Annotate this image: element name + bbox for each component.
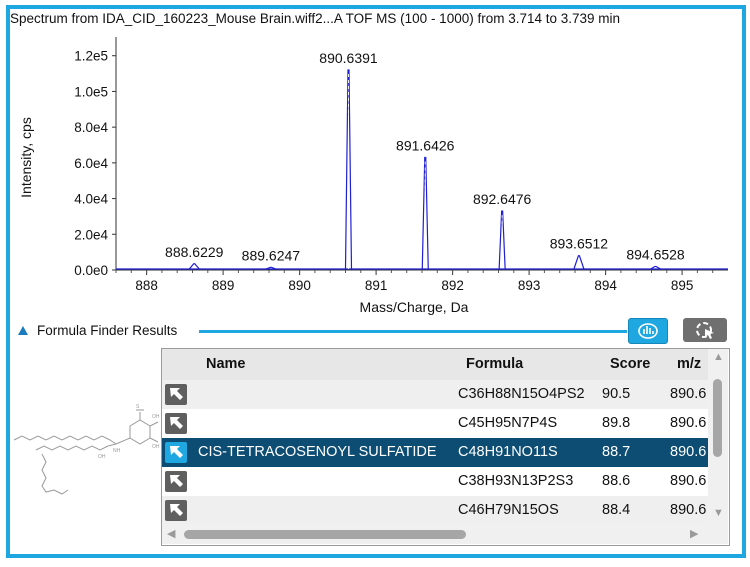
peak-label: 890.6391 [319, 50, 378, 66]
row-link-arrow-icon[interactable] [165, 413, 187, 434]
spectrum-peak [421, 156, 429, 270]
y-tick-label: 2.0e4 [74, 227, 108, 242]
horizontal-scrollbar[interactable]: ◀ ▶ [162, 524, 708, 544]
triangle-collapse-icon [18, 326, 28, 335]
cell-formula: C36H88N15O4PS2 [458, 386, 585, 402]
x-tick-label: 890 [288, 278, 311, 293]
cell-mz: 890.6 [670, 386, 707, 402]
svg-text:S: S [136, 404, 140, 410]
y-tick-label: 1.0e5 [74, 84, 108, 99]
table-row[interactable]: C38H93N13P2S3 88.6 890.6 [162, 467, 708, 496]
x-tick-label: 894 [594, 278, 617, 293]
cell-mz: 890.6 [670, 502, 707, 518]
table-row[interactable]: C36H88N15O4PS2 90.5 890.6 [162, 380, 708, 409]
cell-formula: C38H93N13P2S3 [458, 473, 574, 489]
y-tick-label: 0.0e0 [74, 263, 108, 278]
x-tick-label: 891 [365, 278, 388, 293]
x-tick-label: 895 [671, 278, 694, 293]
peak-label: 891.6426 [396, 138, 455, 154]
chart-title: Spectrum from IDA_CID_160223_Mouse Brain… [10, 11, 621, 26]
table-row-selected[interactable]: CIS-TETRACOSENOYL SULFATIDE C48H91NO11S … [162, 438, 708, 467]
x-tick-label: 888 [135, 278, 158, 293]
column-header-score[interactable]: Score [610, 356, 651, 372]
row-link-arrow-icon[interactable] [165, 442, 187, 463]
cell-name: CIS-TETRACOSENOYL SULFATIDE [198, 444, 437, 460]
cell-mz: 890.6 [670, 473, 707, 489]
scroll-right-icon[interactable]: ▶ [690, 528, 699, 540]
svg-text:NH: NH [113, 448, 121, 454]
section-divider [199, 330, 627, 333]
row-link-arrow-icon[interactable] [165, 384, 187, 405]
svg-text:OH: OH [152, 414, 160, 420]
scroll-down-icon[interactable]: ▼ [713, 507, 724, 519]
column-header-name[interactable]: Name [206, 356, 246, 372]
row-link-arrow-icon[interactable] [165, 500, 187, 521]
x-tick-label: 889 [212, 278, 235, 293]
cell-mz: 890.6 [670, 444, 707, 460]
table-row[interactable]: C45H95N7P4S 89.8 890.6 [162, 409, 708, 438]
peak-label: 888.6229 [165, 244, 224, 260]
formula-finder-toggle[interactable]: Formula Finder Results [18, 323, 177, 338]
cell-score: 88.4 [602, 502, 631, 518]
vertical-scroll-thumb[interactable] [713, 379, 722, 457]
spectrum-chart[interactable]: 0.0e0 2.0e4 4.0e4 6.0e4 8.0e4 1.0e5 1.2e5 888 88… [0, 0, 750, 320]
spectrum-peak [573, 255, 585, 270]
row-link-arrow-icon[interactable] [165, 471, 187, 492]
spectrum-peak [498, 210, 506, 270]
vertical-scrollbar[interactable]: ▲ ▼ [708, 349, 728, 524]
formula-finder-title: Formula Finder Results [37, 323, 178, 338]
spectrum-peak [650, 265, 661, 270]
peak-label: 894.6528 [626, 246, 685, 262]
molecule-structure-image: NH S OH OH OH [13, 404, 160, 495]
peak-label: 893.6512 [550, 236, 609, 252]
y-tick-label: 4.0e4 [74, 192, 108, 207]
search-cursor-icon [696, 322, 714, 339]
scroll-up-icon[interactable]: ▲ [713, 351, 724, 363]
y-tick-label: 6.0e4 [74, 156, 108, 171]
peak-label: 889.6247 [242, 247, 301, 263]
cell-formula: C46H79N15OS [458, 502, 559, 518]
scrollbar-corner [708, 524, 728, 544]
cell-mz: 890.6 [670, 415, 707, 431]
cell-formula: C45H95N7P4S [458, 415, 558, 431]
x-axis-label: Mass/Charge, Da [360, 299, 469, 315]
table-row[interactable]: C46H79N15OS 88.4 890.6 [162, 496, 708, 525]
peak-finder-icon [638, 323, 658, 339]
y-tick-label: 1.2e5 [74, 49, 108, 64]
x-tick-label: 893 [518, 278, 541, 293]
spectrum-peak [188, 263, 200, 270]
column-header-formula[interactable]: Formula [466, 356, 524, 372]
y-axis-label: Intensity, cps [18, 117, 34, 198]
cell-score: 90.5 [602, 386, 631, 402]
cell-score: 88.7 [602, 444, 631, 460]
search-cursor-button[interactable] [683, 318, 727, 342]
cell-score: 88.6 [602, 473, 631, 489]
grid-header: Name Formula Score m/z [162, 349, 708, 381]
svg-text:OH: OH [152, 444, 160, 450]
cell-formula: C48H91NO11S [458, 444, 558, 460]
formula-results-grid[interactable]: Name Formula Score m/z C36H88N15O4PS2 90… [161, 348, 730, 546]
column-header-mz[interactable]: m/z [677, 356, 702, 372]
scroll-left-icon[interactable]: ◀ [167, 528, 176, 540]
x-tick-label: 892 [441, 278, 464, 293]
spectrum-peak [265, 266, 277, 270]
peak-label: 892.6476 [473, 191, 532, 207]
y-tick-label: 8.0e4 [74, 120, 108, 135]
svg-text:OH: OH [98, 454, 106, 460]
horizontal-scroll-thumb[interactable] [184, 530, 466, 539]
spectrum-peak [344, 69, 353, 270]
peak-finder-button[interactable] [628, 318, 668, 344]
cell-score: 89.8 [602, 415, 631, 431]
